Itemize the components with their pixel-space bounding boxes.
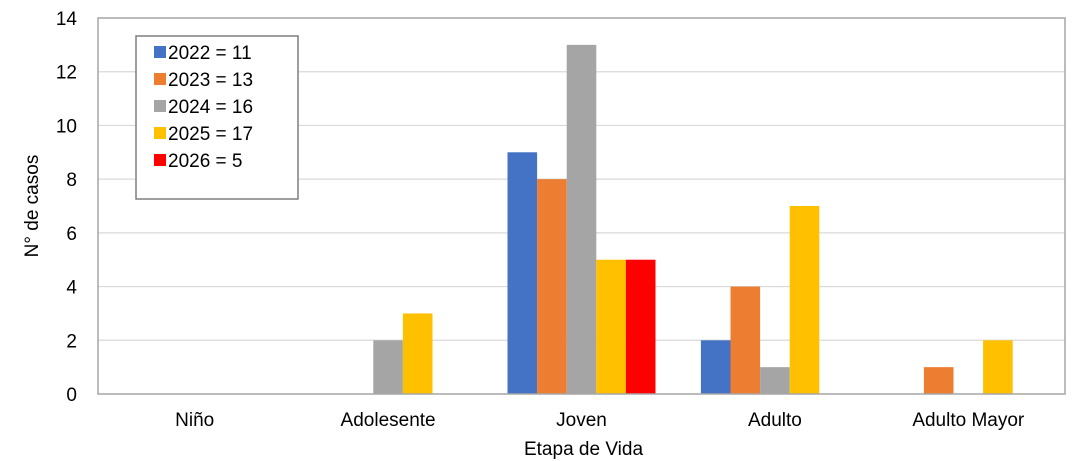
plot-frame bbox=[97, 17, 1066, 395]
x-tick-label: Niño bbox=[175, 410, 214, 431]
y-tick-label: 2 bbox=[66, 331, 77, 352]
legend-label: 2023 = 13 bbox=[168, 70, 253, 91]
bar-adulto-2 bbox=[760, 367, 790, 394]
bar-joven-0 bbox=[507, 152, 538, 394]
x-tick-label: Adulto Mayor bbox=[912, 410, 1025, 431]
legend-label: 2025 = 17 bbox=[168, 124, 253, 145]
bar-adulto-mayor-1 bbox=[923, 367, 954, 394]
legend-box bbox=[135, 35, 299, 200]
legend-swatch bbox=[154, 73, 166, 85]
bar-adolesente-2 bbox=[373, 340, 403, 394]
x-axis-title: Etapa de Vida bbox=[524, 439, 643, 460]
legend-swatch bbox=[154, 127, 166, 139]
legend: 2022 = 11 2023 = 13 2024 = 16 2025 = 17 2026… bbox=[135, 35, 299, 200]
y-axis-title: N° de casos bbox=[22, 155, 43, 258]
x-tick-label: Adulto bbox=[748, 410, 802, 431]
legend-swatch bbox=[154, 100, 166, 112]
legend-label: 2022 = 11 bbox=[168, 43, 252, 64]
y-axis-ticks: 0 2 4 6 8 10 12 14 bbox=[56, 9, 78, 406]
bar-joven-4 bbox=[625, 259, 656, 394]
y-tick-label: 6 bbox=[66, 224, 77, 245]
bar-joven-3 bbox=[596, 259, 626, 394]
y-tick-label: 10 bbox=[56, 116, 77, 137]
bars bbox=[373, 44, 1013, 394]
bar-joven-2 bbox=[566, 44, 597, 394]
y-tick-label: 8 bbox=[66, 170, 77, 191]
legend-swatch bbox=[154, 46, 166, 58]
bar-adulto-mayor-3 bbox=[983, 340, 1013, 394]
bar-adulto-1 bbox=[730, 286, 761, 394]
x-tick-label: Adolesente bbox=[341, 410, 436, 431]
bar-adulto-3 bbox=[789, 206, 820, 394]
legend-label: 2026 = 5 bbox=[168, 151, 243, 172]
y-tick-label: 12 bbox=[56, 63, 77, 84]
bar-joven-1 bbox=[537, 179, 567, 394]
legend-label: 2024 = 16 bbox=[168, 97, 253, 118]
y-tick-label: 14 bbox=[56, 9, 78, 30]
x-tick-label: Joven bbox=[556, 410, 607, 431]
y-tick-label: 4 bbox=[66, 278, 77, 299]
legend-swatch bbox=[154, 154, 166, 166]
bar-adolesente-3 bbox=[402, 313, 433, 394]
y-tick-label: 0 bbox=[66, 385, 77, 406]
bar-adulto-0 bbox=[700, 340, 731, 394]
x-axis-ticks: Niño Adolesente Joven Adulto Adulto Mayor bbox=[175, 410, 1025, 431]
